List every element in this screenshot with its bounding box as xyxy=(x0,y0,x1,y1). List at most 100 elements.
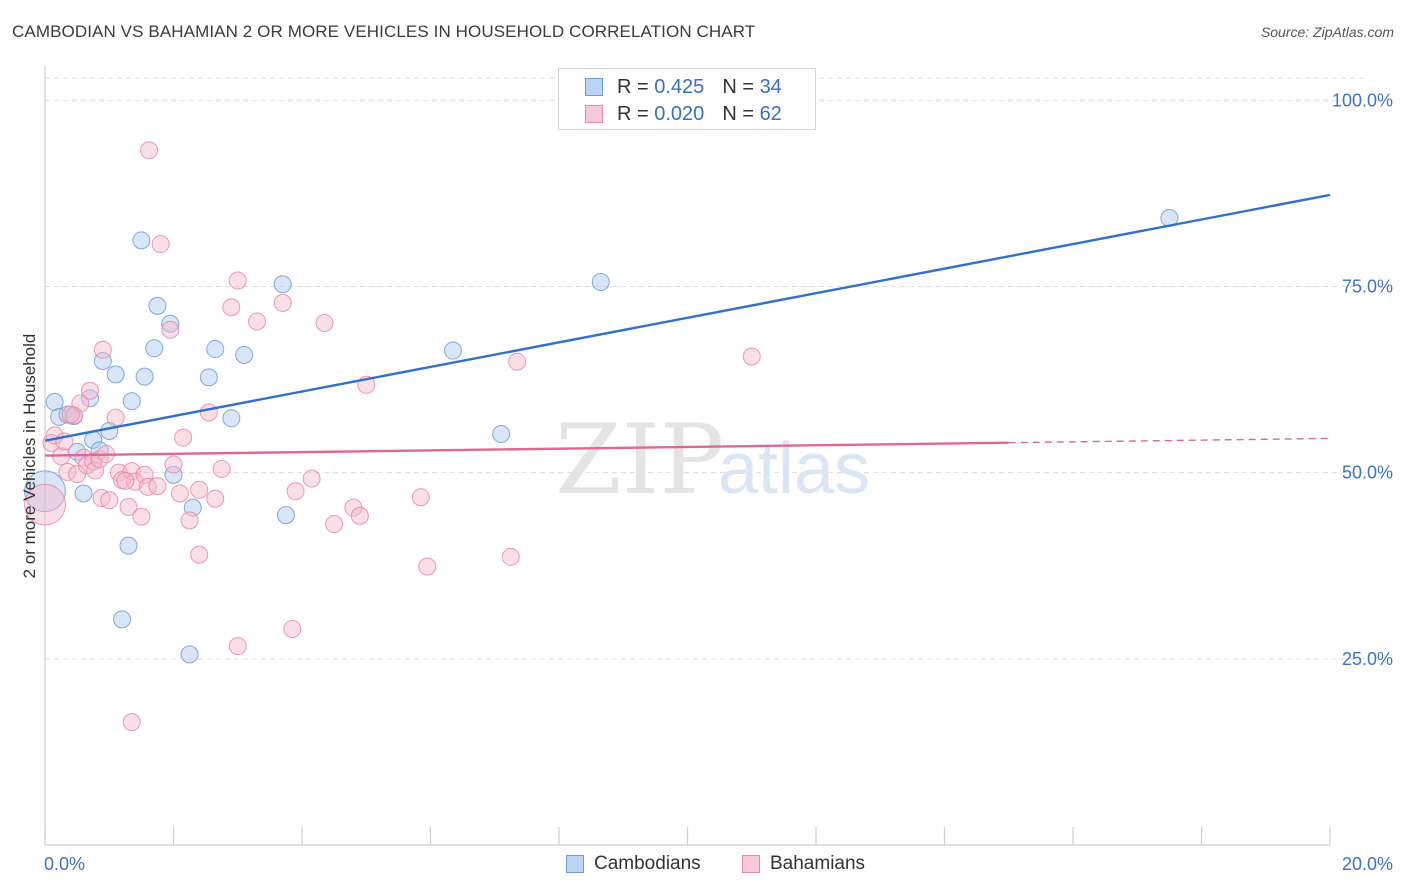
bottom-legend-bahamians: Bahamians xyxy=(742,852,865,876)
cambodian-point xyxy=(443,341,462,360)
cambodian-point xyxy=(135,367,154,386)
data-points xyxy=(24,141,1179,732)
bahamian-point xyxy=(106,408,125,427)
cambodian-point xyxy=(180,645,199,664)
cambodian-point xyxy=(45,392,64,411)
grid-lines xyxy=(45,77,1365,660)
legend-n-value: 34 xyxy=(759,75,782,98)
watermark-zip: ZIP xyxy=(555,404,724,516)
watermark: ZIP atlas xyxy=(555,404,870,516)
legend-r-label: R = xyxy=(617,102,649,125)
bahamian-point xyxy=(135,465,154,484)
cambodian-point xyxy=(145,339,164,358)
legend-r-label: R = xyxy=(617,75,649,98)
cambodian-point xyxy=(492,424,511,443)
bahamian-trend-line-extension xyxy=(1008,437,1331,444)
bahamian-trend-line xyxy=(44,441,1009,457)
bahamian-point xyxy=(350,506,369,525)
cambodian-point xyxy=(222,409,241,428)
bahamian-point xyxy=(742,347,761,366)
bahamian-point xyxy=(302,469,321,488)
bahamian-swatch-icon xyxy=(585,105,603,123)
y-tick-label: 100.0% xyxy=(1332,90,1393,110)
bahamian-point xyxy=(68,465,87,484)
bahamian-point xyxy=(248,312,267,331)
y-tick-label: 50.0% xyxy=(1342,463,1393,483)
bahamian-point xyxy=(180,511,199,530)
cambodian-point xyxy=(122,392,141,411)
bahamian-point xyxy=(61,405,80,424)
correlation-legend: R = 0.425 N = 34 R = 0.020 N = 62 xyxy=(558,68,816,130)
cambodian-point xyxy=(113,610,132,629)
bahamian-point xyxy=(273,293,292,312)
legend-n-label: N = xyxy=(722,75,754,98)
bahamian-point xyxy=(140,141,159,160)
cambodian-point xyxy=(74,484,93,503)
bahamian-point xyxy=(283,620,302,639)
bahamian-point xyxy=(206,489,225,508)
cambodian-point xyxy=(24,470,66,513)
watermark-atlas: atlas xyxy=(718,429,870,509)
bahamian-point xyxy=(80,381,99,400)
bahamian-point xyxy=(116,471,135,490)
cambodian-point xyxy=(132,231,151,250)
cambodian-point xyxy=(591,273,610,292)
cambodian-point xyxy=(235,346,254,365)
bahamian-point xyxy=(199,403,218,422)
trend-lines xyxy=(44,193,1331,457)
bahamian-point xyxy=(138,477,157,496)
bahamian-point xyxy=(93,340,112,359)
y-tick-label: 75.0% xyxy=(1342,277,1393,297)
legend-row-cambodians: R = 0.425 N = 34 xyxy=(585,75,782,99)
y-tick-label: 25.0% xyxy=(1342,649,1393,669)
x-tick-label: 20.0% xyxy=(1342,854,1393,874)
bahamian-legend-swatch-icon xyxy=(742,855,760,873)
bahamian-point xyxy=(411,488,430,507)
bahamian-point xyxy=(501,547,520,566)
cambodian-point xyxy=(148,296,167,315)
bahamian-point xyxy=(161,320,180,339)
y-axis-label: 2 or more Vehicles in Household xyxy=(20,333,39,579)
source-label: Source: ZipAtlas.com xyxy=(1260,24,1394,40)
bahamian-point xyxy=(286,482,305,501)
bahamian-point xyxy=(508,352,527,371)
cambodian-point xyxy=(273,275,292,294)
bahamian-point xyxy=(190,545,209,564)
bahamian-point xyxy=(122,713,141,732)
bottom-legend-label: Cambodians xyxy=(594,853,701,874)
bahamian-point xyxy=(100,491,119,510)
bahamian-point xyxy=(418,557,437,576)
bahamian-point xyxy=(228,637,247,656)
legend-n-label: N = xyxy=(722,102,754,125)
cambodian-point xyxy=(80,389,99,408)
cambodian-trend-line xyxy=(44,193,1331,442)
bahamian-point xyxy=(228,271,247,290)
cambodian-point xyxy=(199,368,218,387)
bahamian-point xyxy=(132,507,151,526)
cambodian-point xyxy=(276,506,295,525)
legend-r-value: 0.425 xyxy=(654,75,705,98)
legend-n-value: 62 xyxy=(759,102,782,125)
bahamian-point xyxy=(325,515,344,534)
cambodian-legend-swatch-icon xyxy=(566,855,584,873)
bahamian-point xyxy=(315,313,334,332)
x-tick-label: 0.0% xyxy=(44,854,85,874)
bahamian-point xyxy=(86,461,105,480)
cambodian-point xyxy=(164,465,183,484)
cambodian-point xyxy=(161,314,180,333)
cambodian-point xyxy=(206,340,225,359)
bahamian-point xyxy=(151,235,170,254)
bahamian-point xyxy=(174,428,193,447)
legend-r-value: 0.020 xyxy=(654,102,705,125)
cambodian-point xyxy=(119,536,138,555)
cambodian-swatch-icon xyxy=(585,78,603,96)
bahamian-point xyxy=(190,480,209,499)
bahamian-point xyxy=(119,497,138,516)
chart-title: CAMBODIAN VS BAHAMIAN 2 OR MORE VEHICLES… xyxy=(12,22,756,41)
cambodian-point xyxy=(106,365,125,384)
bahamian-point xyxy=(24,483,66,526)
bottom-legend-cambodians: Cambodians xyxy=(566,852,701,876)
bottom-legend-label: Bahamians xyxy=(770,853,866,874)
bahamian-point xyxy=(170,484,189,503)
